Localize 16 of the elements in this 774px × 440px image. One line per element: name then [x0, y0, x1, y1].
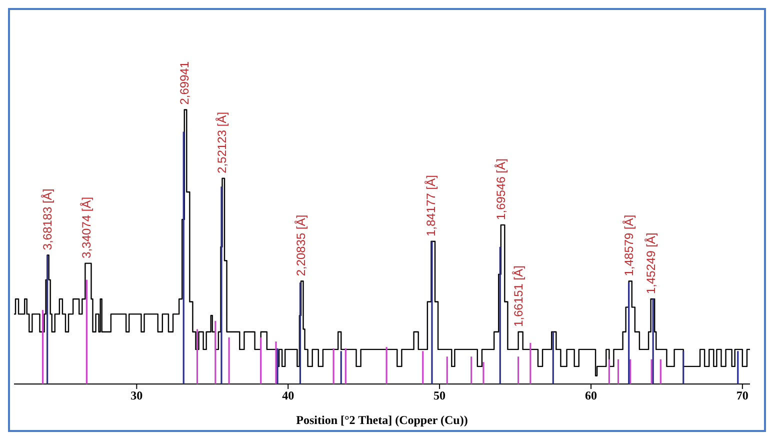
- annotation: 1,84177 [Å]: [424, 175, 438, 236]
- x-tick-label: 70: [736, 388, 748, 403]
- x-tick-label: 50: [434, 388, 446, 403]
- annotation: 3,68183 [Å]: [40, 188, 54, 250]
- annotation: 1,69546 [Å]: [494, 158, 508, 220]
- x-tick-label: 40: [282, 388, 294, 403]
- x-tick-label: 60: [584, 388, 597, 403]
- annotation: 2,69941: [177, 61, 192, 105]
- annotation: 2,52123 [Å]: [215, 112, 230, 174]
- annotation: 1,66151 [Å]: [511, 266, 526, 327]
- annotation: 3,34074 [Å]: [80, 196, 94, 258]
- annotation: 1,48579 [Å]: [622, 214, 636, 276]
- annotation: 1,45249 [Å]: [644, 232, 658, 294]
- annotation: 2,20835 [Å]: [294, 214, 308, 276]
- x-axis-title: Position [°2 Theta] (Copper (Cu)): [296, 413, 468, 427]
- x-tick-label: 30: [130, 388, 143, 403]
